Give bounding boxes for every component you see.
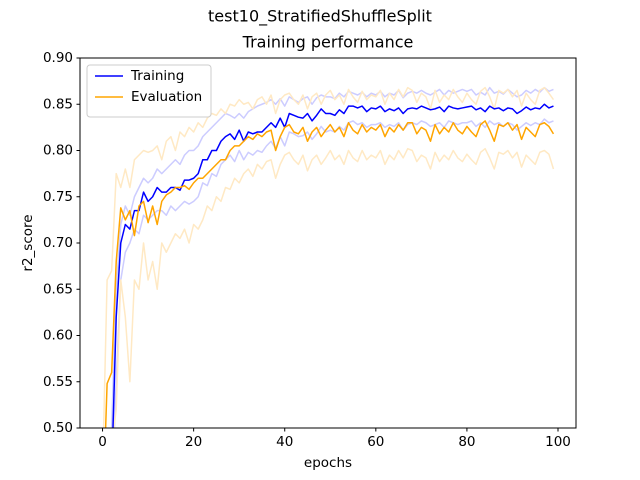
x-tick-label: 80 bbox=[458, 434, 475, 450]
suptitle: test10_StratifiedShuffleSplit bbox=[208, 7, 432, 27]
x-axis-label: epochs bbox=[304, 455, 352, 471]
fold-line bbox=[102, 86, 555, 428]
y-tick-label: 0.70 bbox=[43, 235, 73, 251]
x-tick-label: 20 bbox=[185, 434, 202, 450]
x-tick-label: 40 bbox=[276, 434, 293, 450]
series-line bbox=[104, 120, 555, 428]
x-tick-label: 100 bbox=[545, 434, 571, 450]
fold-line bbox=[113, 147, 555, 428]
x-tick-label: 0 bbox=[98, 434, 107, 450]
y-tick-label: 0.65 bbox=[43, 281, 73, 297]
x-tick-label: 60 bbox=[367, 434, 384, 450]
y-tick-label: 0.50 bbox=[43, 420, 73, 436]
chart-title: Training performance bbox=[242, 33, 414, 52]
y-tick-label: 0.75 bbox=[43, 189, 73, 205]
y-tick-label: 0.55 bbox=[43, 374, 73, 390]
plot-area bbox=[102, 86, 555, 428]
y-axis-label: r2_score bbox=[20, 214, 36, 271]
y-tick-label: 0.90 bbox=[43, 50, 73, 66]
fold-line bbox=[110, 86, 554, 428]
y-tick-label: 0.80 bbox=[43, 143, 73, 159]
legend-label: Training bbox=[130, 68, 184, 84]
series-line bbox=[112, 103, 554, 428]
fold-line bbox=[113, 118, 554, 428]
legend-box bbox=[86, 64, 212, 118]
legend-label: Evaluation bbox=[131, 89, 202, 105]
y-tick-label: 0.60 bbox=[43, 328, 73, 344]
y-tick-label: 0.85 bbox=[43, 96, 73, 112]
